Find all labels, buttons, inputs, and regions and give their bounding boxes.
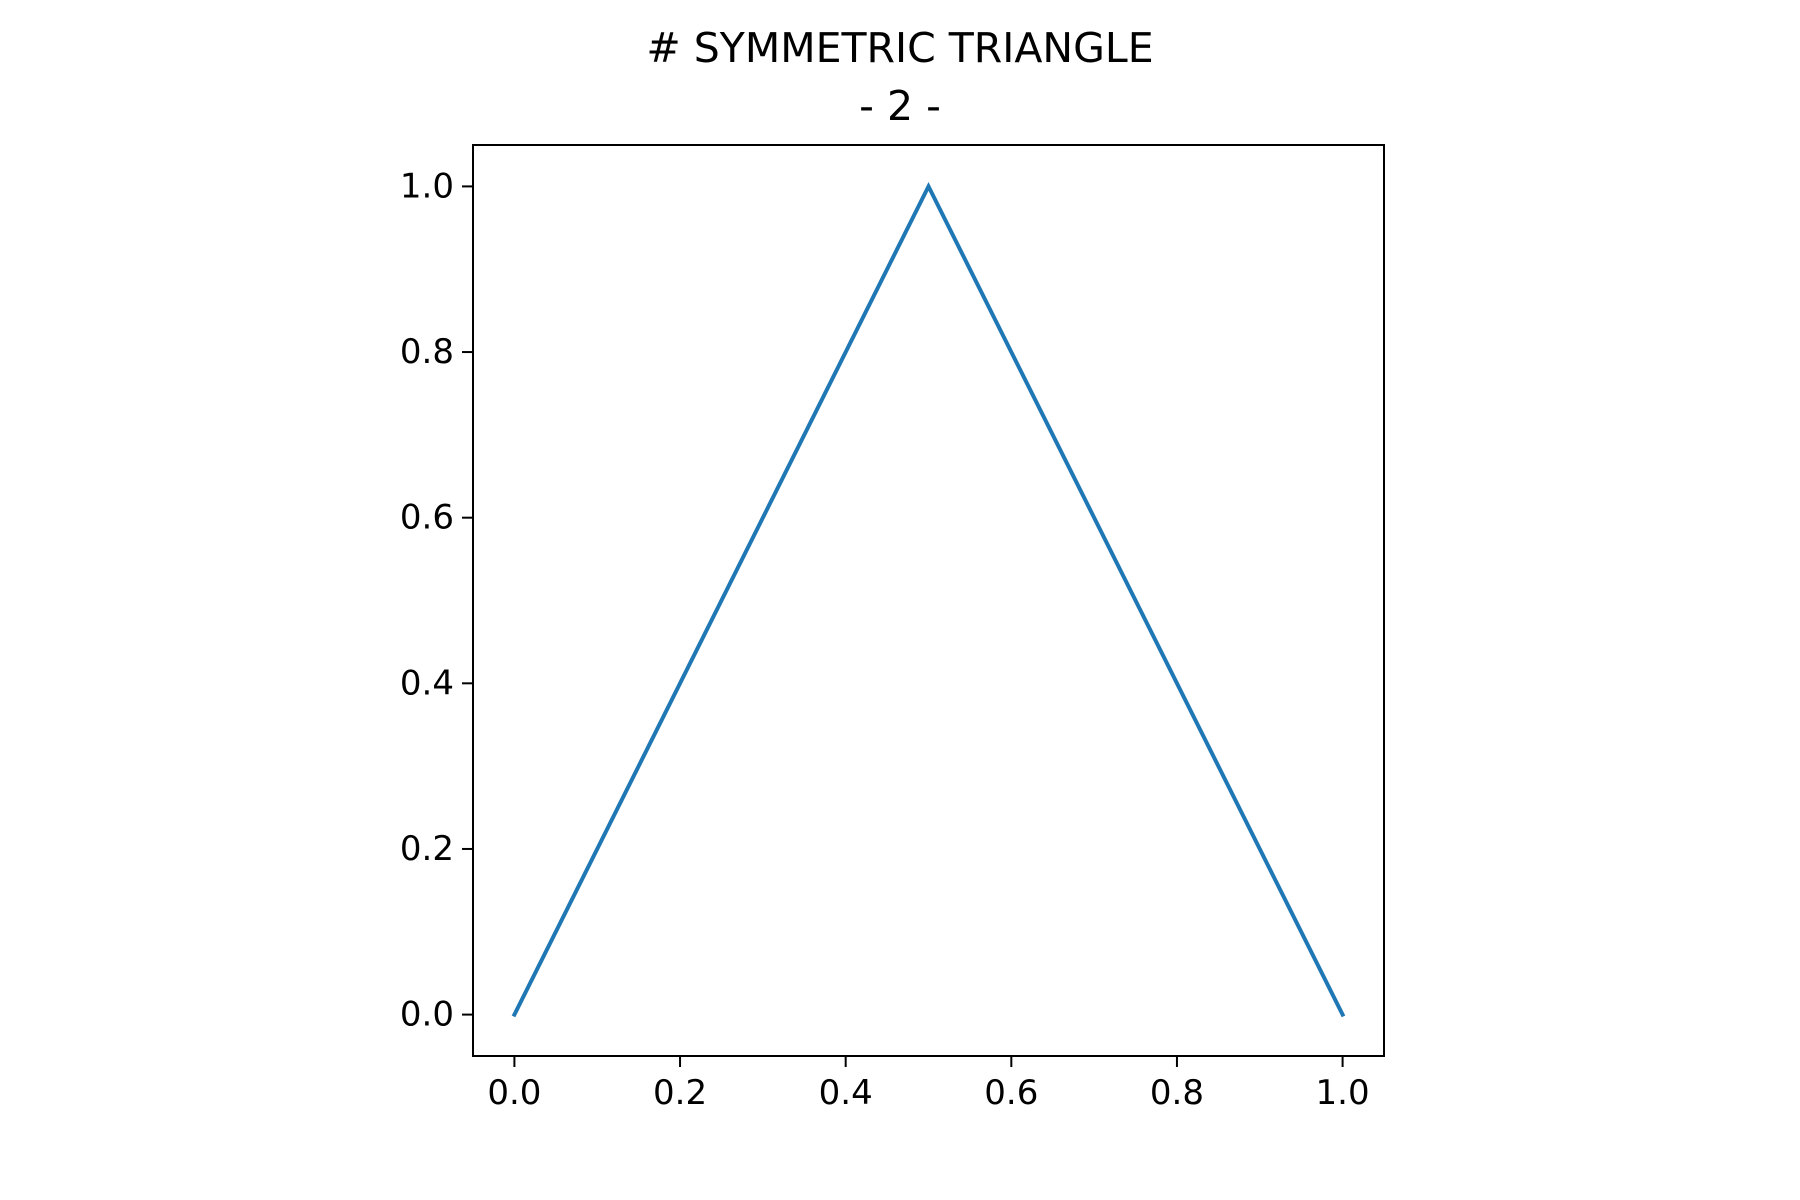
x-tick-label: 0.0 <box>487 1073 541 1113</box>
x-tick-label: 0.6 <box>984 1073 1038 1113</box>
plot-background <box>473 145 1384 1056</box>
chart-title-line-1: # SYMMETRIC TRIANGLE <box>646 24 1154 72</box>
y-tick-label: 0.4 <box>400 663 454 703</box>
chart-title-line-2: - 2 - <box>859 82 941 130</box>
y-tick-label: 0.2 <box>400 829 454 869</box>
y-tick-label: 0.8 <box>400 332 454 372</box>
series-line-0 <box>511 181 1346 1018</box>
x-axis: 0.0 0.2 0.4 0.6 0.8 1.0 <box>487 1056 1370 1113</box>
y-axis: 0.0 0.2 0.4 0.6 0.8 1.0 <box>400 166 473 1035</box>
x-tick-label: 0.8 <box>1150 1073 1204 1113</box>
x-tick-label: 0.4 <box>819 1073 873 1113</box>
y-tick-label: 1.0 <box>400 166 454 206</box>
axes-frame <box>472 144 1385 1057</box>
x-tick-label: 1.0 <box>1316 1073 1370 1113</box>
y-tick-label: 0.6 <box>400 498 454 538</box>
series-layer <box>511 181 1346 1018</box>
x-tick-label: 0.2 <box>653 1073 707 1113</box>
y-tick-label: 0.0 <box>400 995 454 1035</box>
plot-area <box>473 145 1384 1056</box>
